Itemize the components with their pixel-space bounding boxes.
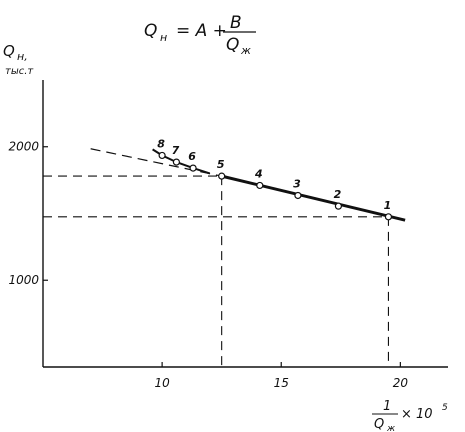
title-den: Q xyxy=(226,35,239,55)
y-label-main: Q xyxy=(3,42,15,60)
data-point-8 xyxy=(158,151,166,160)
title-num: B xyxy=(230,13,242,33)
x-label-num: 1 xyxy=(383,399,391,414)
point-label-1: 1 xyxy=(384,199,392,212)
x-label-den-sub: ж xyxy=(386,424,396,432)
x-tick-label-20: 20 xyxy=(393,376,409,390)
x-label-exp: 5 xyxy=(442,403,448,413)
point-label-8: 8 xyxy=(157,137,165,150)
x-tick-label-10: 10 xyxy=(154,376,170,390)
x-label-mult: × 10 xyxy=(401,407,433,422)
data-point-4 xyxy=(256,181,264,190)
data-point-3 xyxy=(294,191,302,200)
fit-line-extension xyxy=(90,148,222,177)
point-label-4: 4 xyxy=(254,167,263,180)
x-axis-label: 1 Q ж × 10 5 xyxy=(372,399,448,432)
fit-line xyxy=(221,174,406,222)
y-tick-label-2000: 2000 xyxy=(8,140,39,154)
y-axis-label: Q н, тыс.т xyxy=(3,42,34,77)
x-tick-label-15: 15 xyxy=(274,376,289,390)
y-tick-label-1000: 1000 xyxy=(8,273,39,287)
point-label-2: 2 xyxy=(334,188,342,201)
point-label-5: 5 xyxy=(217,158,225,171)
title-lhs-sub: н xyxy=(160,31,167,44)
y-label-sub: н, xyxy=(17,50,28,63)
chart-title: Q н = A + B Q ж xyxy=(144,13,256,57)
title-eq: = A + xyxy=(176,21,227,41)
data-point-2 xyxy=(334,202,343,210)
point-label-3: 3 xyxy=(293,177,301,190)
data-point-1 xyxy=(384,213,393,221)
data-point-5 xyxy=(218,172,226,180)
title-den-sub: ж xyxy=(240,44,251,57)
x-label-den: Q xyxy=(374,417,384,432)
point-label-6: 6 xyxy=(188,150,196,163)
y-label-unit: тыс.т xyxy=(5,66,34,77)
data-point-7 xyxy=(172,158,181,166)
data-point-6 xyxy=(189,164,197,172)
title-lhs: Q xyxy=(144,21,157,41)
point-label-7: 7 xyxy=(172,144,180,157)
